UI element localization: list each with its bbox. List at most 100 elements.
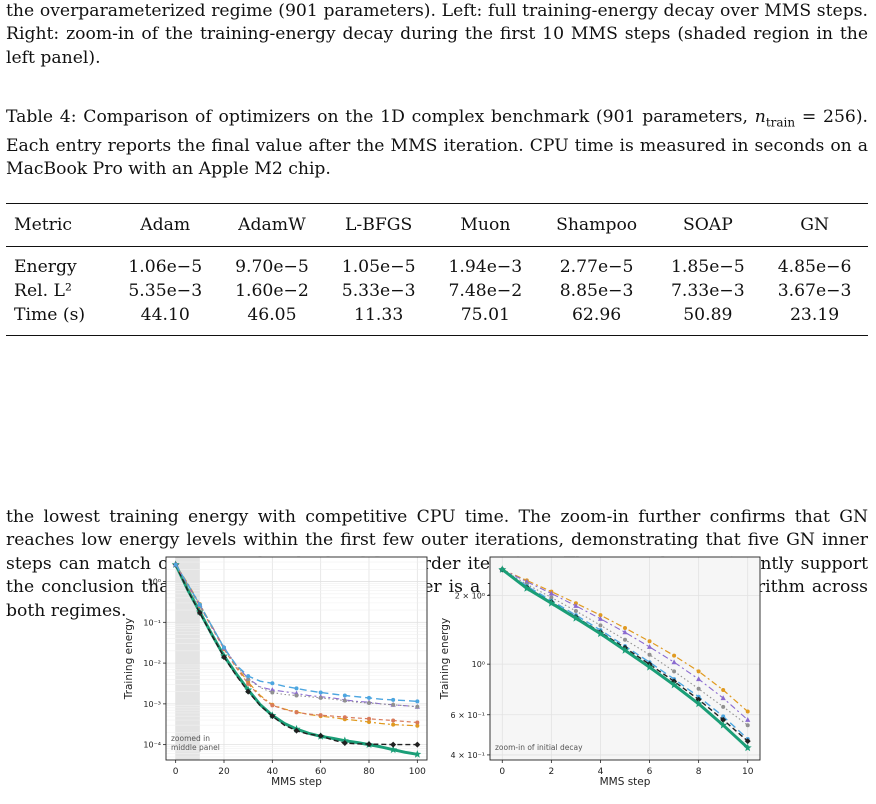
data-point (366, 741, 372, 748)
table-cell: 8.85e−3 (559, 281, 634, 301)
data-point (391, 718, 396, 723)
data-point (389, 745, 398, 754)
table-cell: 1.05e−5 (341, 257, 416, 277)
data-point (367, 716, 371, 721)
table-cell: 5.35e−3 (128, 281, 203, 301)
data-point (293, 727, 300, 734)
data-point (270, 681, 275, 686)
data-point (342, 715, 347, 720)
y-tick-label: 10⁰ (148, 578, 161, 587)
data-point (246, 677, 251, 682)
data-point (498, 565, 507, 573)
x-tick-label: 0 (173, 767, 179, 777)
data-point (342, 693, 347, 698)
data-point (720, 716, 727, 723)
table-cell: 75.01 (432, 303, 539, 336)
plot-frame (489, 556, 761, 761)
x-tick-label: 0 (499, 767, 505, 777)
data-point (294, 686, 299, 691)
data-point (269, 687, 275, 692)
data-point (318, 713, 323, 718)
header-gn: GN (761, 203, 868, 247)
data-point (598, 613, 603, 618)
y-tick-label: 6 × 10⁻¹ (451, 711, 486, 720)
data-point (270, 703, 275, 708)
data-point (573, 609, 578, 614)
y-tick-label: 4 × 10⁻¹ (451, 751, 486, 760)
data-point (647, 639, 652, 644)
data-point (294, 693, 299, 698)
table-cell: 4.85e−6 (777, 257, 852, 277)
series-line-blue (175, 564, 418, 703)
table-cell: 11.33 (325, 303, 433, 336)
data-point (744, 738, 751, 745)
data-point (391, 702, 396, 707)
x-axis-label: MMS step (271, 776, 322, 788)
table-row-rel-l2: Rel. L² 5.35e−3 1.60e−2 5.33e−3 7.48e−2 … (6, 279, 868, 303)
table-row-energy: Energy 1.06e−5 9.70e−5 1.05e−5 1.94e−3 2… (6, 247, 868, 280)
header-adam: Adam (111, 203, 219, 247)
table-cell: 7.33e−3 (670, 281, 745, 301)
annotation-text: zoomed in (171, 734, 210, 743)
data-point (522, 584, 531, 592)
data-point (671, 659, 677, 665)
header-lbfgs: L-BFGS (325, 203, 433, 247)
data-point (318, 690, 323, 695)
table-cell: 7.48e−2 (448, 281, 523, 301)
caption-rest: = 256). Each entry reports the final val… (6, 107, 868, 180)
data-point (391, 722, 396, 727)
data-point (415, 723, 420, 728)
annotation-text: middle panel (171, 743, 220, 752)
data-point (524, 578, 530, 584)
data-point (623, 626, 627, 631)
y-tick-label: 10⁻³ (143, 700, 161, 709)
data-point (745, 723, 750, 728)
x-tick-label: 20 (218, 767, 230, 777)
data-point (246, 681, 251, 686)
data-point (342, 698, 347, 703)
data-point (415, 699, 420, 704)
header-metric: Metric (6, 203, 112, 247)
y-tick-label: 2 × 10⁰ (455, 591, 485, 600)
x-tick-label: 2 (548, 767, 554, 777)
data-point (549, 595, 554, 600)
table-caption: Table 4: Comparison of optimizers on the… (6, 106, 868, 182)
data-point (415, 720, 420, 725)
data-point (647, 652, 652, 657)
optimizer-comparison-table: Metric Adam AdamW L-BFGS Muon Shampoo SO… (6, 203, 868, 336)
data-point (415, 704, 420, 709)
x-tick-label: 4 (598, 767, 604, 777)
data-point (269, 713, 276, 720)
chart-panel-right: 0 2 4 6 8 10 2 × 10⁰ 10⁰ 6 × 10⁻¹ 4 × 10⁻¹ MMS ste… (439, 556, 761, 788)
data-point (197, 602, 202, 607)
table-cell: Time (s) (6, 303, 112, 336)
data-point (720, 695, 726, 701)
table-cell: 62.96 (538, 303, 655, 336)
data-point (622, 629, 628, 635)
y-tick-label: 10⁰ (472, 660, 485, 669)
data-point (745, 709, 750, 714)
series-line-purple (502, 569, 749, 721)
data-point (645, 663, 654, 671)
x-axis-label: MMS step (600, 776, 651, 788)
data-point (670, 680, 679, 689)
y-axis-label: Training energy (123, 618, 135, 700)
caption-lead: Table 4: Comparison of optimizers on the… (6, 107, 755, 127)
table-cell: 1.06e−5 (128, 257, 203, 277)
data-point (621, 646, 629, 654)
table-cell: 2.77e−5 (559, 257, 634, 277)
data-point (696, 686, 701, 691)
data-point (246, 674, 251, 679)
data-point (548, 590, 554, 596)
data-point (196, 609, 203, 616)
data-point (173, 562, 178, 567)
data-point (221, 654, 227, 661)
data-point (646, 644, 653, 649)
data-point (573, 603, 579, 608)
table-header-row: Metric Adam AdamW L-BFGS Muon Shampoo SO… (6, 203, 868, 247)
data-point (745, 717, 751, 722)
header-shampoo: Shampoo (538, 203, 655, 247)
x-tick-label: 60 (315, 767, 327, 777)
y-tick-label: 10⁻¹ (143, 618, 161, 627)
y-tick-label: 10⁻⁴ (143, 741, 161, 750)
